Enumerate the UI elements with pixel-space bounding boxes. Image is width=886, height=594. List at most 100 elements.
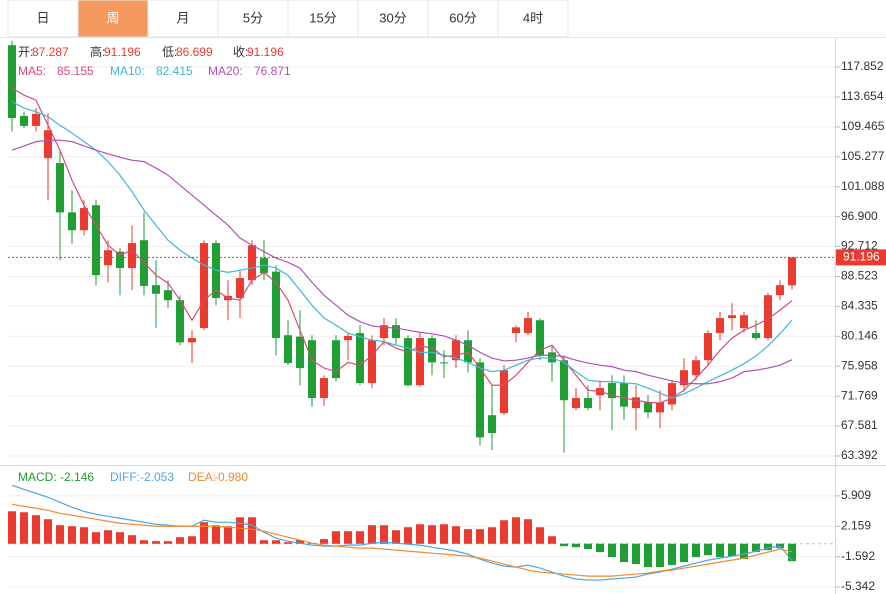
macd-bar xyxy=(680,543,688,563)
macd-bar xyxy=(500,520,508,544)
candle-body xyxy=(56,163,64,213)
macd-bar xyxy=(68,526,76,544)
legend-label: MACD: xyxy=(18,470,57,484)
macd-bar xyxy=(476,529,484,544)
macd-bar xyxy=(164,541,172,544)
candle-body xyxy=(776,285,784,296)
candle-body xyxy=(452,340,460,361)
macd-bar xyxy=(524,519,532,544)
macd-bar xyxy=(404,527,412,544)
candle-body xyxy=(512,327,520,334)
macd-bar xyxy=(332,531,340,544)
candle-body xyxy=(44,130,52,159)
macd-bar xyxy=(260,540,268,544)
candle-body xyxy=(380,325,388,339)
candle-body xyxy=(404,338,412,386)
macd-bar xyxy=(356,531,364,544)
candle-body xyxy=(200,243,208,329)
y-tick-label: 101.088 xyxy=(841,179,885,193)
y-tick-label: 84.335 xyxy=(841,299,878,313)
candle-body xyxy=(740,315,748,329)
candle-body xyxy=(608,383,616,399)
candle-body xyxy=(656,402,664,413)
y-tick-label: 71.769 xyxy=(841,388,878,402)
tab-label[interactable]: 30分 xyxy=(379,10,406,25)
candle-body xyxy=(164,290,172,301)
candle-body xyxy=(692,360,700,376)
y-tick-label: -5.342 xyxy=(841,579,875,593)
y-tick-label: 113.654 xyxy=(841,89,884,103)
candle-body xyxy=(368,340,376,384)
tab-label[interactable]: 5分 xyxy=(243,10,263,25)
indicator-line xyxy=(11,503,793,577)
y-tick-label: 63.392 xyxy=(841,448,878,462)
tab-label[interactable]: 月 xyxy=(176,10,189,25)
macd-bar xyxy=(284,542,292,544)
candle-body xyxy=(464,340,472,363)
macd-bar xyxy=(692,543,700,558)
tab-label[interactable]: 4时 xyxy=(523,10,543,25)
y-tick-label: 5.909 xyxy=(841,488,871,502)
candle-body xyxy=(524,318,532,334)
tab[interactable] xyxy=(357,0,429,38)
candle-body xyxy=(272,271,280,339)
candle-body xyxy=(728,315,736,319)
legend-value: 91.196 xyxy=(104,45,141,59)
macd-bar xyxy=(608,543,616,558)
macd-bar xyxy=(416,524,424,544)
tab[interactable] xyxy=(217,0,289,38)
candle-body xyxy=(560,360,568,401)
candle-body xyxy=(416,338,424,386)
tab-label[interactable]: 周 xyxy=(106,10,119,25)
candle-body xyxy=(500,370,508,414)
candle-body xyxy=(764,295,772,339)
macd-bar xyxy=(104,530,112,544)
macd-bar xyxy=(32,515,40,544)
candle-body xyxy=(680,370,688,386)
candle-body xyxy=(572,398,580,409)
candle-body xyxy=(116,251,124,269)
macd-bar xyxy=(740,543,748,560)
y-tick-label: 75.958 xyxy=(841,358,878,372)
y-tick-label: 67.581 xyxy=(841,418,878,432)
tab-label[interactable]: 日 xyxy=(36,10,49,25)
tab[interactable] xyxy=(77,0,149,38)
legend-value: 86.699 xyxy=(176,45,213,59)
candle-body xyxy=(440,362,448,364)
tab[interactable] xyxy=(497,0,569,38)
macd-bar xyxy=(656,543,664,568)
macd-bar xyxy=(320,539,328,544)
macd-bar xyxy=(644,543,652,568)
macd-bar xyxy=(788,543,796,562)
tab[interactable] xyxy=(147,0,219,38)
legend-label: 高: xyxy=(90,44,105,59)
candle-body xyxy=(128,243,136,269)
legend-label: 低: xyxy=(162,45,177,59)
tab-label[interactable]: 15分 xyxy=(309,10,336,25)
candle-body xyxy=(644,402,652,413)
candle-body xyxy=(476,362,484,438)
macd-bar xyxy=(200,522,208,544)
macd-bar xyxy=(428,525,436,544)
macd-bar xyxy=(224,526,232,544)
macd-bar xyxy=(92,532,100,544)
candle-body xyxy=(308,340,316,399)
candle-body xyxy=(20,115,28,126)
legend-value: 87.287 xyxy=(32,45,69,59)
legend-label: MA5: xyxy=(18,64,46,78)
candle-body xyxy=(752,333,760,339)
candle-body xyxy=(32,113,40,126)
macd-bar xyxy=(452,526,460,544)
macd-bar xyxy=(764,543,772,551)
macd-bar xyxy=(488,527,496,544)
macd-bar xyxy=(56,525,64,544)
macd-bar xyxy=(560,543,568,547)
candle-body xyxy=(716,318,724,334)
tab[interactable] xyxy=(7,0,79,38)
tab-label[interactable]: 60分 xyxy=(449,10,476,25)
macd-bar xyxy=(632,543,640,565)
macd-bar xyxy=(128,535,136,544)
legend-value: 85.155 xyxy=(57,64,94,78)
tab[interactable] xyxy=(287,0,359,38)
